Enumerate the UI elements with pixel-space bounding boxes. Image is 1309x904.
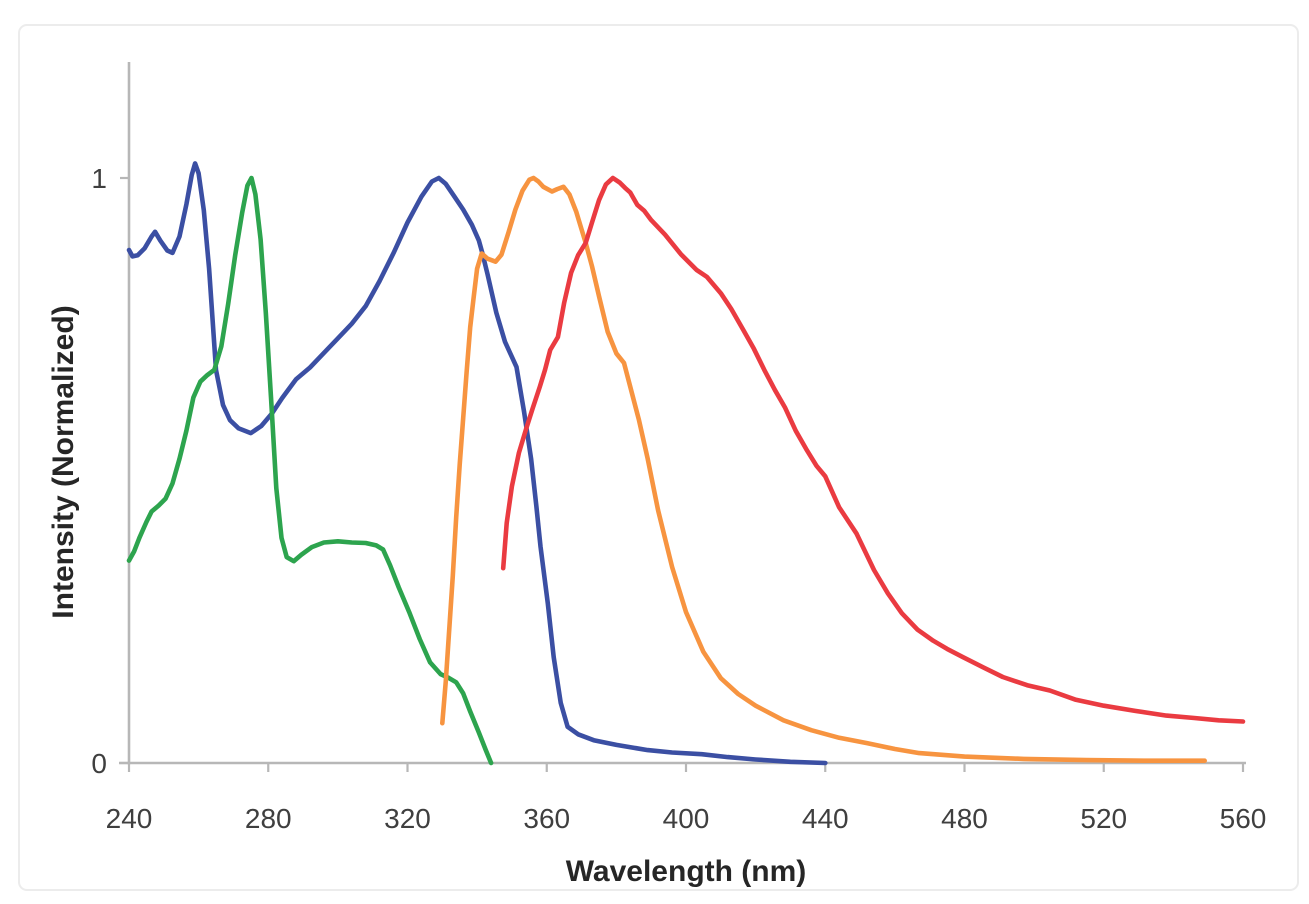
y-tick-label: 0	[91, 748, 107, 779]
x-tick-label: 440	[802, 803, 849, 834]
x-tick-label: 240	[106, 803, 153, 834]
x-tick-label: 280	[245, 803, 292, 834]
x-axis-title: Wavelength (nm)	[565, 855, 807, 888]
x-tick-label: 560	[1220, 803, 1267, 834]
red-spectrum-curve	[500, 175, 1246, 724]
x-tick-label: 520	[1080, 803, 1127, 834]
blue-spectrum-curve	[126, 161, 828, 766]
y-tick-label: 1	[91, 163, 107, 194]
orange-spectrum-curve	[439, 175, 1207, 764]
x-tick-label: 400	[663, 803, 710, 834]
x-tick-label: 360	[523, 803, 570, 834]
green-spectrum-curve	[126, 175, 494, 766]
y-axis-title: Intensity (Normalized)	[47, 305, 80, 619]
x-tick-label: 320	[384, 803, 431, 834]
x-tick-label: 480	[941, 803, 988, 834]
